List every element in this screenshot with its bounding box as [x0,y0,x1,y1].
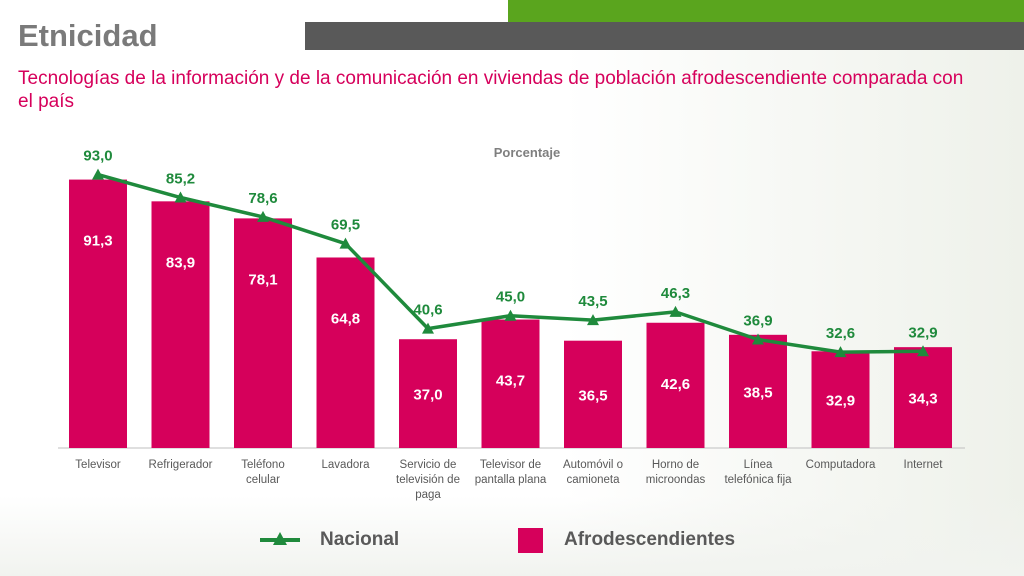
x-tick-label: Internet [904,459,944,471]
legend-square-icon [518,527,543,553]
point-nacional [174,191,187,203]
point-nacional [752,333,764,345]
line-value-label: 32,9 [908,324,937,341]
bar-value-label: 78,1 [248,271,277,288]
line-value-label: 43,5 [578,293,607,310]
x-tick-label: Servicio de televisión de paga [396,459,460,501]
bar-afrodescendientes [564,340,622,448]
slide-subtitle: Tecnologías de la información y de la co… [18,68,964,112]
legend-label-afro: Afrodescendientes [564,529,736,550]
x-tick-label: Televisor de pantalla plana [475,459,547,486]
bar-afrodescendientes [894,347,952,448]
bar-value-label: 34,3 [908,391,937,408]
legend-line-triangle-icon [260,532,300,545]
line-value-label: 69,5 [331,217,360,234]
bar-value-label: 91,3 [83,233,112,250]
line-value-label: 32,6 [826,325,855,342]
point-nacional [339,237,352,249]
x-tick-label: Línea telefónica fija [724,459,792,486]
bar-afrodescendientes [151,201,210,448]
point-nacional [834,346,847,358]
line-value-label: 40,6 [413,302,442,319]
bar-value-label: 38,5 [743,384,772,401]
line-value-label: 46,3 [661,285,690,302]
point-nacional [669,305,682,317]
line-value-label: 85,2 [166,171,195,188]
bar-afrodescendientes [811,351,870,448]
bar-value-label: 43,7 [496,373,525,390]
bar-value-label: 83,9 [166,254,195,271]
bar-value-label: 64,8 [331,310,360,327]
x-tick-label: Automóvil o camioneta [563,459,623,486]
background-bottom [0,496,1024,576]
x-tick-label: Computadora [806,459,876,471]
bar-afrodescendientes [69,179,127,448]
bar-value-label: 37,0 [413,387,442,404]
bar-afrodescendientes [234,218,292,448]
bar-afrodescendientes [399,339,457,448]
x-tick-label: Horno de microondas [646,459,706,486]
line-value-label: 78,6 [248,190,277,207]
slide-title: Etnicidad [18,18,158,53]
x-tick-label: Refrigerador [149,459,213,471]
bar-afrodescendientes [729,334,787,448]
bar-afrodescendientes [481,319,540,448]
line-value-label: 36,9 [743,313,772,330]
point-nacional [504,309,517,321]
bar-value-label: 32,9 [826,393,855,410]
header-accent-bar [508,0,1024,22]
bar-afrodescendientes [646,322,705,448]
point-nacional [257,210,269,222]
header-gray-bar [305,22,1024,50]
x-tick-label: Televisor [75,459,121,471]
bar-value-label: 36,5 [578,387,607,404]
x-tick-label: Lavadora [322,459,371,471]
point-nacional [587,314,599,326]
point-nacional [917,345,929,357]
bar-afrodescendientes [316,257,375,448]
legend-label-nacional: Nacional [320,529,400,550]
line-value-label: 45,0 [496,289,525,306]
point-nacional [92,168,104,180]
legend-item-nacional: Nacional [260,524,399,556]
y-axis-label: Porcentaje [494,145,560,160]
bar-value-label: 42,6 [661,376,690,393]
legend-item-afro: Afrodescendientes [518,524,735,556]
x-tick-label: Teléfono celular [241,459,284,486]
line-value-label: 93,0 [83,148,112,165]
point-nacional [422,322,434,334]
